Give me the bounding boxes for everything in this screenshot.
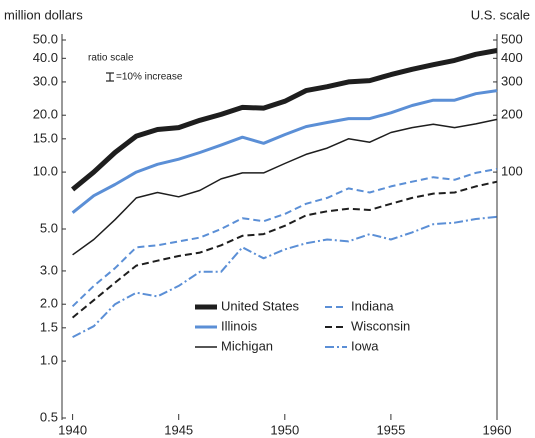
x-tick-label: 1960 — [483, 422, 512, 437]
y2-tick-label: 500 — [501, 31, 523, 46]
y2-tick-label: 100 — [501, 164, 523, 179]
series-line — [71, 180, 498, 319]
y-tick-label: 5.0 — [40, 220, 58, 235]
y-tick-label: 3.0 — [40, 262, 58, 277]
y2-axis-label: U.S. scale — [471, 7, 530, 22]
legend-label: Wisconsin — [351, 318, 410, 333]
y-tick-label: 20.0 — [33, 107, 58, 122]
legend-label: Indiana — [351, 298, 394, 313]
ratio-bar — [106, 72, 114, 82]
y-tick-label: 30.0 — [33, 73, 58, 88]
y-tick-label: 0.5 — [40, 409, 58, 424]
y-tick-label: 15.0 — [33, 130, 58, 145]
annotation: =10% increase — [116, 72, 183, 83]
series-line — [72, 118, 498, 256]
y-tick-label: 1.0 — [40, 353, 58, 368]
series-line — [72, 215, 498, 338]
series-line — [71, 48, 498, 192]
legend-label: Michigan — [221, 338, 273, 353]
x-tick-label: 1955 — [376, 422, 405, 437]
series-line — [71, 89, 498, 214]
y-axis-label: million dollars — [4, 7, 83, 22]
series-line — [71, 167, 498, 308]
y-tick-label: 2.0 — [40, 296, 58, 311]
legend-label: Iowa — [351, 338, 379, 353]
x-tick-label: 1940 — [58, 422, 87, 437]
y2-tick-label: 300 — [501, 73, 523, 88]
y-tick-label: 1.5 — [40, 319, 58, 334]
legend-label: United States — [221, 298, 300, 313]
x-tick-label: 1950 — [270, 422, 299, 437]
legend-label: Illinois — [221, 318, 258, 333]
y-tick-label: 50.0 — [33, 31, 58, 46]
x-tick-label: 1945 — [164, 422, 193, 437]
y-tick-label: 10.0 — [33, 164, 58, 179]
annotation: ratio scale — [88, 53, 134, 64]
y-tick-label: 40.0 — [33, 50, 58, 65]
y2-tick-label: 400 — [501, 50, 523, 65]
y2-tick-label: 200 — [501, 107, 523, 122]
